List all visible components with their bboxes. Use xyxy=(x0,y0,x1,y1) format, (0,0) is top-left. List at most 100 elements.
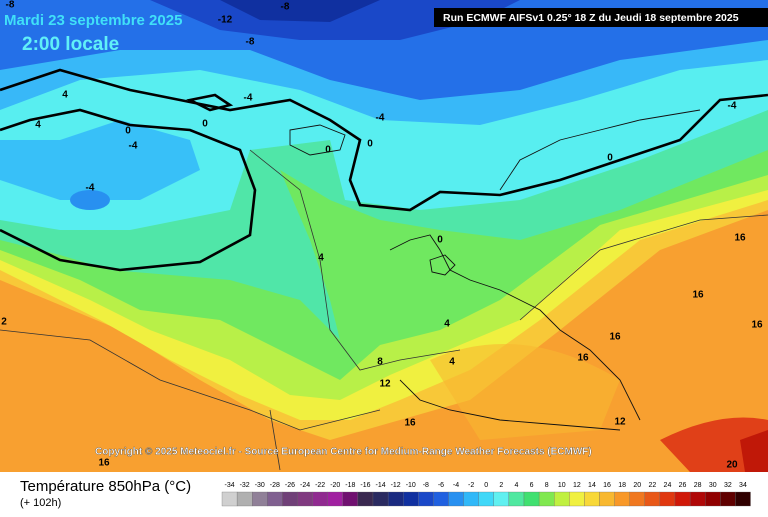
legend-swatch xyxy=(312,491,328,507)
run-box xyxy=(434,8,768,27)
contour-label: 0 xyxy=(202,119,208,130)
contour-label: -4 xyxy=(376,113,385,124)
run-info: Run ECMWF AIFSv1 0.25° 18 Z du Jeudi 18 … xyxy=(443,12,739,24)
legend-label: -18 xyxy=(345,482,355,489)
legend-label: 22 xyxy=(648,482,656,489)
legend-label: 4 xyxy=(514,482,518,489)
legend-swatch xyxy=(418,491,434,507)
legend-swatch xyxy=(689,491,706,507)
contour-label: -4 xyxy=(244,93,253,104)
contour-label: 4 xyxy=(62,90,68,101)
legend-label: 26 xyxy=(679,482,687,489)
legend-swatch xyxy=(705,491,721,507)
legend-swatch xyxy=(357,491,374,507)
contour-label: 4 xyxy=(449,357,455,368)
legend-label: -28 xyxy=(270,482,280,489)
legend-swatch xyxy=(523,491,540,507)
legend-swatch xyxy=(674,491,691,507)
legend-swatch xyxy=(629,491,645,507)
contour-label: 4 xyxy=(35,120,41,131)
contour-label: 12 xyxy=(614,417,626,428)
legend-swatch xyxy=(569,491,585,507)
contour-label: 12 xyxy=(379,379,391,390)
contour-label: 0 xyxy=(607,153,613,164)
contour-label: 16 xyxy=(692,290,704,301)
map xyxy=(0,0,768,472)
date: Mardi 23 septembre 2025 xyxy=(4,12,182,29)
color-scale: -34 -32 -30 -28 -26 -24 -22 -20 -18 -16 -14 -12 -10-… xyxy=(221,482,751,507)
legend-label: 34 xyxy=(739,482,747,489)
legend-label: -20 xyxy=(330,482,340,489)
legend-label: 2 xyxy=(499,482,503,489)
legend-label: 8 xyxy=(545,482,549,489)
contour-label: 16 xyxy=(609,332,621,343)
contour-labels: -8 -8 -12 -8 -4 4 4 0 -4 -4 0 0 0 -4 0 0… xyxy=(1,0,763,471)
contour-label: -4 xyxy=(86,183,95,194)
legend-label: -2 xyxy=(468,482,474,489)
legend-swatch xyxy=(448,491,464,507)
legend-swatch xyxy=(282,491,298,507)
legend-label: -14 xyxy=(375,482,385,489)
legend-swatch xyxy=(659,491,676,507)
contour-label: 16 xyxy=(577,353,589,364)
legend-swatch xyxy=(735,491,751,507)
contour-label: -4 xyxy=(728,101,737,112)
legend-swatch xyxy=(720,491,736,507)
contour-label: 16 xyxy=(98,458,110,469)
legend-swatch xyxy=(614,491,630,507)
legend-label: -10 xyxy=(406,482,416,489)
contour-label: 2 xyxy=(1,317,7,328)
legend-swatch xyxy=(297,491,313,507)
contours xyxy=(0,68,768,471)
contour-label: -4 xyxy=(129,141,138,152)
contour-label: -8 xyxy=(6,0,15,11)
legend-swatch xyxy=(508,491,525,507)
legend-label: -24 xyxy=(300,482,310,489)
contour-label: -8 xyxy=(246,37,255,48)
contour-label: -12 xyxy=(218,15,233,26)
time: 2:00 locale xyxy=(22,34,119,55)
legend-label: -4 xyxy=(453,482,459,489)
legend-label: 20 xyxy=(633,482,641,489)
legend-swatch xyxy=(554,491,570,507)
legend-title: Température 850hPa (°C) xyxy=(20,478,191,495)
legend-label: -26 xyxy=(285,482,295,489)
legend-swatch xyxy=(644,491,661,507)
contour-label: 20 xyxy=(726,460,738,471)
legend-swatch xyxy=(403,491,419,507)
legend-label: -16 xyxy=(360,482,370,489)
contour-label: 8 xyxy=(377,357,383,368)
contour-label: 4 xyxy=(444,319,450,330)
legend-label: 14 xyxy=(588,482,596,489)
contour-label: 16 xyxy=(734,233,746,244)
legend-swatch xyxy=(463,491,479,507)
legend-swatch xyxy=(599,491,615,507)
legend-label: 28 xyxy=(694,482,702,489)
legend-label: 10 xyxy=(558,482,566,489)
legend-swatch xyxy=(342,491,359,507)
legend-label: -34 xyxy=(224,482,234,489)
legend-swatch xyxy=(327,491,343,507)
legend-label: 12 xyxy=(573,482,581,489)
legend-label: 0 xyxy=(484,482,488,489)
legend-swatch xyxy=(236,491,253,507)
contour-label: 0 xyxy=(367,139,373,150)
legend-label: -30 xyxy=(255,482,265,489)
legend-swatch xyxy=(387,491,404,507)
legend-label: -8 xyxy=(423,482,429,489)
legend-swatch xyxy=(267,491,283,507)
legend-swatch xyxy=(433,491,449,507)
legend-swatch xyxy=(493,491,510,507)
legend-label: -22 xyxy=(315,482,325,489)
legend-swatch xyxy=(372,491,389,507)
legend-label: 32 xyxy=(724,482,732,489)
legend-label: 16 xyxy=(603,482,611,489)
legend-swatch xyxy=(221,491,238,507)
legend-label: 30 xyxy=(709,482,717,489)
legend-label: 6 xyxy=(530,482,534,489)
contour-label: 0 xyxy=(437,235,443,246)
contour-label: -8 xyxy=(281,2,290,13)
contour-label: 16 xyxy=(404,418,416,429)
legend-swatch xyxy=(478,491,494,507)
legend-label: 24 xyxy=(664,482,672,489)
